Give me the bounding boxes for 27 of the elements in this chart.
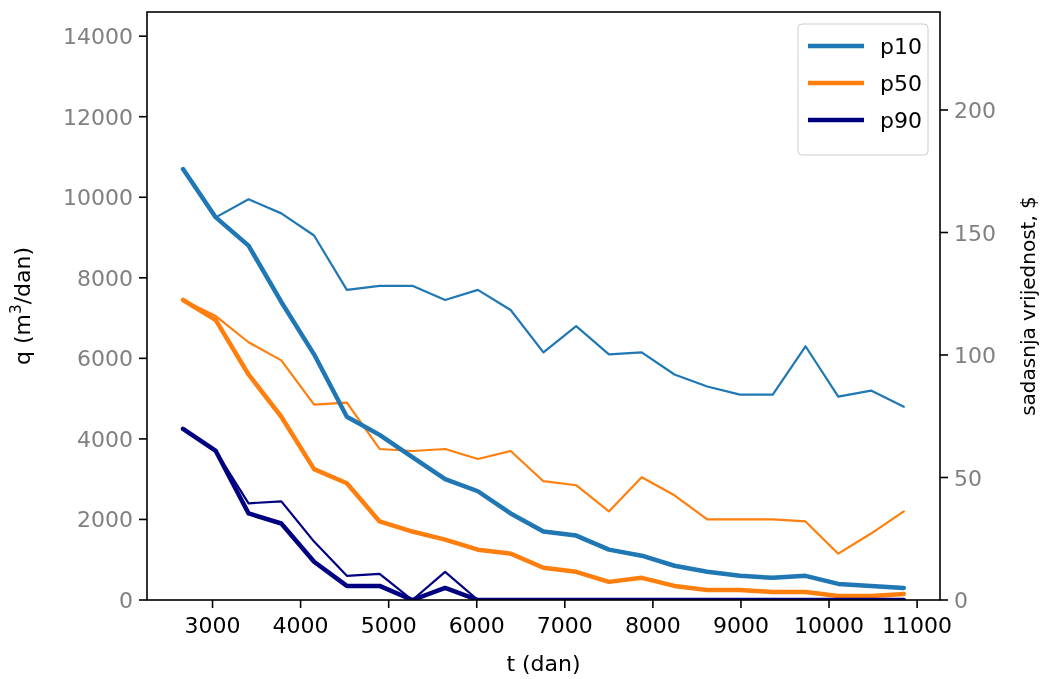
legend-label: p10 [880, 34, 922, 59]
y2-axis-title: sadasnja vrijednost, $ [1016, 196, 1040, 416]
x-tick-label: 7000 [536, 613, 593, 638]
x-axis-title: t (dan) [506, 651, 581, 676]
x-tick-label: 10000 [794, 613, 865, 638]
y-tick-label: 10000 [63, 185, 133, 211]
y-tick-label: 2000 [77, 507, 133, 533]
y-tick-label: 6000 [77, 346, 133, 372]
x-tick-label: 5000 [360, 613, 417, 638]
y2-tick-label: 200 [954, 98, 996, 123]
y-tick-label: 4000 [77, 426, 133, 452]
legend-label: p50 [880, 71, 922, 96]
y2-tick-label: 100 [954, 343, 996, 368]
y2-tick-label: 50 [954, 465, 982, 491]
y-tick-label: 0 [119, 588, 133, 613]
y-tick-label: 14000 [63, 24, 133, 50]
x-tick-label: 4000 [272, 613, 329, 638]
x-tick-label: 3000 [184, 613, 241, 638]
y-tick-label: 8000 [77, 265, 133, 291]
y2-tick-label: 150 [954, 220, 996, 246]
y2-tick-label: 0 [954, 588, 968, 613]
legend-label: p90 [880, 108, 922, 133]
x-tick-label: 8000 [624, 613, 681, 638]
y-tick-label: 12000 [63, 104, 133, 130]
x-tick-label: 9000 [712, 613, 769, 638]
x-tick-label: 11000 [882, 613, 953, 638]
x-tick-label: 6000 [448, 613, 505, 638]
